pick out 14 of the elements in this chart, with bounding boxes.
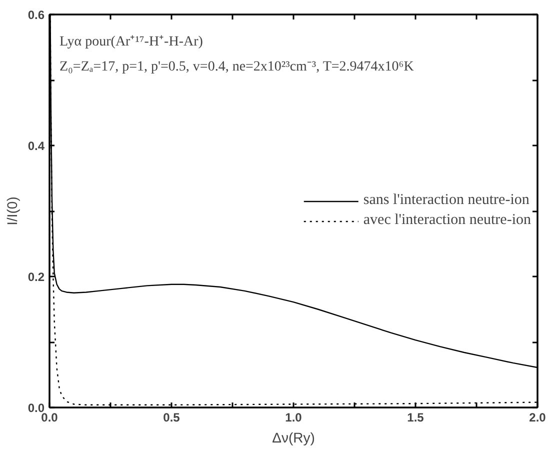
legend-label: sans l'interaction neutre-ion — [363, 192, 530, 209]
x-axis-title: Δν(Ry) — [272, 430, 315, 446]
y-tick-label: 0.6 — [28, 8, 45, 22]
x-tick-label: 2.0 — [529, 410, 546, 424]
x-tick-label: 1.5 — [407, 410, 424, 424]
annotation: Z₀=Zₐ=17, p=1, p'=0.5, v=0.4, ne=2x10²³cm⁻³, T=2.9474x10⁶K — [60, 60, 414, 74]
legend-label: avec l'interaction neutre-ion — [363, 212, 531, 229]
y-tick-label: 0.2 — [28, 270, 45, 284]
y-tick-label: 0.4 — [28, 139, 45, 153]
x-tick-label: 0.5 — [163, 410, 180, 424]
annotation: Lyα pour(Ar⁺¹⁷-H⁺-H-Ar) — [60, 34, 204, 50]
x-tick-label: 1.0 — [285, 410, 302, 424]
x-tick-label: 0.0 — [41, 410, 58, 424]
y-axis-title: I/I(0) — [4, 196, 20, 226]
